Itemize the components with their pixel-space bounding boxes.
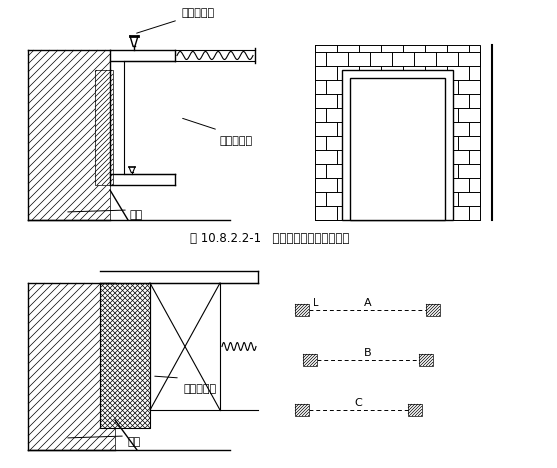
- Bar: [350, 78, 445, 220]
- Text: 钢防火门框: 钢防火门框: [220, 136, 253, 146]
- Text: A: A: [364, 298, 372, 308]
- Bar: [408, 404, 422, 416]
- Bar: [295, 304, 309, 316]
- Bar: [95, 70, 113, 185]
- Text: 打钉拉铁皮: 打钉拉铁皮: [182, 8, 215, 18]
- Bar: [28, 283, 115, 450]
- Bar: [315, 45, 480, 220]
- Bar: [28, 50, 110, 220]
- Bar: [303, 354, 317, 366]
- Text: 墙体: 墙体: [127, 437, 140, 447]
- Bar: [426, 304, 440, 316]
- Bar: [419, 354, 433, 366]
- Bar: [100, 283, 150, 428]
- Bar: [342, 70, 453, 220]
- Text: L: L: [313, 298, 319, 308]
- Text: 墙体: 墙体: [130, 210, 143, 220]
- Text: 防火木门框: 防火木门框: [183, 384, 216, 394]
- Text: 图 10.8.2.2-1   钢木质防火门结构安装图: 图 10.8.2.2-1 钢木质防火门结构安装图: [190, 232, 350, 244]
- Text: C: C: [355, 398, 363, 408]
- Bar: [295, 404, 309, 416]
- Text: B: B: [364, 348, 372, 358]
- Bar: [100, 283, 150, 428]
